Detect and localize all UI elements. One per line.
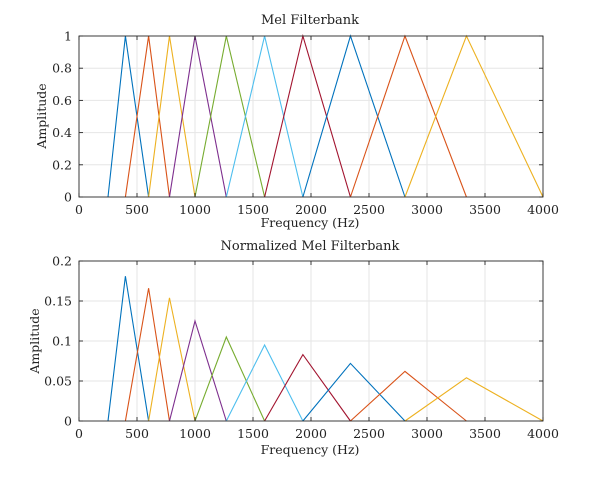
y-tick-label: 0.6	[52, 93, 72, 108]
series-line-filter-4	[168, 318, 227, 422]
series-line-filter-10	[404, 34, 544, 198]
ticks: 0 500 1000 1500 2000 2500 3000 3500 4000 0 0.2 0.4 0…	[52, 29, 559, 218]
series-line-filter-9	[350, 370, 467, 422]
series-line-filter-9	[349, 34, 467, 198]
grid	[79, 36, 543, 197]
x-tick-label: 4000	[527, 202, 559, 217]
y-axis-label: Amplitude	[27, 308, 42, 374]
x-tick-label: 0	[75, 426, 83, 441]
x-tick-label: 500	[125, 426, 149, 441]
series-line-filter-3	[148, 297, 196, 422]
y-tick-label: 0.4	[52, 125, 72, 140]
series-line-filter-7	[264, 353, 351, 422]
y-tick-label: 0	[64, 414, 72, 429]
chart-title: Normalized Mel Filterbank	[221, 239, 400, 254]
x-tick-label: 1000	[179, 426, 211, 441]
series-line-filter-6	[225, 343, 304, 422]
y-tick-label: 0.1	[52, 334, 72, 349]
series-line-filter-3	[148, 35, 196, 198]
series-line-filter-8	[302, 362, 406, 422]
x-tick-label: 1000	[179, 202, 211, 217]
chart-title: Mel Filterbank	[261, 13, 359, 28]
y-tick-label: 0.8	[52, 61, 72, 76]
mel-filterbank-chart: Mel Filterbank Frequency (Hz) Amplitude …	[34, 13, 559, 230]
series-line-filter-5	[194, 335, 266, 422]
grid	[79, 261, 543, 421]
y-tick-label: 1	[64, 29, 72, 44]
series-group	[107, 276, 544, 422]
series-line-filter-1	[107, 276, 150, 422]
x-tick-label: 2500	[353, 426, 385, 441]
series-line-filter-10	[404, 377, 544, 422]
series-line-filter-2	[124, 288, 171, 422]
x-tick-label: 2000	[295, 202, 327, 217]
y-tick-label: 0.05	[44, 374, 72, 389]
x-tick-label: 3500	[469, 202, 501, 217]
x-tick-label: 3500	[469, 426, 501, 441]
ticks: 0 500 1000 1500 2000 2500 3000 3500 4000 0 0.05 0.1…	[44, 254, 559, 442]
normalized-mel-filterbank-chart: Normalized Mel Filterbank Frequency (Hz)…	[27, 239, 559, 457]
x-tick-label: 4000	[527, 426, 559, 441]
x-tick-label: 0	[75, 202, 83, 217]
series-line-filter-6	[225, 35, 304, 198]
series-line-filter-7	[264, 33, 351, 198]
series-line-filter-8	[302, 34, 406, 198]
y-tick-label: 0	[64, 190, 72, 205]
x-tick-label: 1500	[237, 202, 269, 217]
x-tick-label: 3000	[411, 202, 443, 217]
x-tick-label: 2000	[295, 426, 327, 441]
series-line-filter-2	[124, 35, 171, 198]
x-tick-label: 2500	[353, 202, 385, 217]
x-axis-label: Frequency (Hz)	[261, 215, 360, 230]
x-tick-label: 3000	[411, 426, 443, 441]
x-tick-label: 1500	[237, 426, 269, 441]
series-group	[107, 33, 544, 198]
y-axis-label: Amplitude	[34, 83, 49, 149]
y-tick-label: 0.2	[52, 157, 72, 172]
series-line-filter-1	[107, 35, 150, 198]
x-tick-label: 500	[125, 202, 149, 217]
series-line-filter-4	[168, 35, 227, 198]
series-line-filter-5	[194, 35, 266, 198]
y-tick-label: 0.2	[52, 254, 72, 269]
y-tick-label: 0.15	[44, 294, 72, 309]
x-axis-label: Frequency (Hz)	[261, 442, 360, 457]
